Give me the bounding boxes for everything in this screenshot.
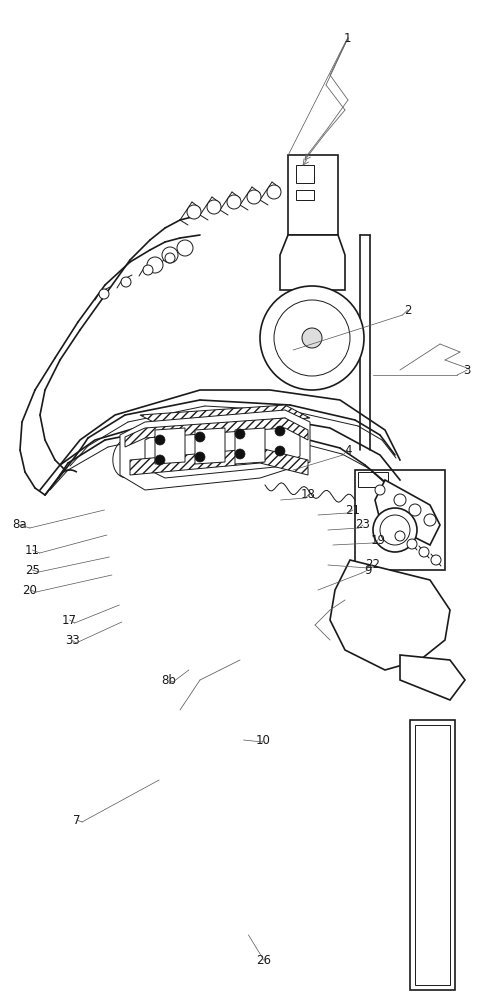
Polygon shape — [375, 480, 440, 545]
Polygon shape — [125, 418, 308, 447]
Circle shape — [207, 200, 221, 214]
Circle shape — [373, 508, 417, 552]
Circle shape — [431, 555, 441, 565]
Circle shape — [260, 286, 364, 390]
Circle shape — [424, 514, 436, 526]
Polygon shape — [140, 405, 310, 428]
Circle shape — [267, 185, 281, 199]
Polygon shape — [400, 655, 465, 700]
Polygon shape — [145, 418, 300, 478]
Text: 2: 2 — [404, 304, 412, 316]
Circle shape — [247, 190, 261, 204]
Bar — [296, 190, 314, 200]
Polygon shape — [130, 448, 308, 475]
Text: 17: 17 — [62, 613, 77, 626]
Circle shape — [419, 547, 429, 557]
Circle shape — [143, 265, 153, 275]
Text: 11: 11 — [25, 544, 40, 556]
Circle shape — [195, 452, 205, 462]
Circle shape — [274, 300, 350, 376]
Text: 4: 4 — [344, 444, 352, 456]
Circle shape — [155, 435, 165, 445]
Circle shape — [394, 494, 406, 506]
Circle shape — [275, 446, 285, 456]
Text: 20: 20 — [22, 584, 37, 596]
Circle shape — [302, 328, 322, 348]
Circle shape — [121, 277, 131, 287]
Circle shape — [162, 247, 178, 263]
Polygon shape — [120, 410, 310, 490]
Circle shape — [407, 539, 417, 549]
Circle shape — [409, 504, 421, 516]
Circle shape — [235, 429, 245, 439]
Circle shape — [187, 205, 201, 219]
Circle shape — [147, 257, 163, 273]
Text: 9: 9 — [364, 564, 372, 576]
Text: 3: 3 — [464, 363, 471, 376]
Circle shape — [155, 455, 165, 465]
Circle shape — [99, 289, 109, 299]
Bar — [410, 720, 455, 990]
Circle shape — [195, 432, 205, 442]
Text: 22: 22 — [365, 558, 380, 572]
Bar — [415, 725, 450, 985]
Circle shape — [275, 426, 285, 436]
Text: 7: 7 — [73, 814, 81, 826]
Text: 21: 21 — [345, 504, 360, 516]
Circle shape — [165, 253, 175, 263]
Text: 23: 23 — [355, 518, 370, 532]
Polygon shape — [195, 428, 225, 464]
Circle shape — [177, 240, 193, 256]
Polygon shape — [280, 235, 345, 290]
Bar — [296, 165, 314, 183]
Text: 18: 18 — [301, 488, 316, 502]
Bar — [288, 155, 338, 235]
Text: 19: 19 — [370, 534, 385, 546]
Polygon shape — [330, 560, 450, 670]
Bar — [358, 472, 388, 487]
Circle shape — [380, 515, 410, 545]
Text: 8b: 8b — [162, 674, 176, 686]
Text: 8a: 8a — [12, 518, 27, 532]
Text: 26: 26 — [256, 954, 271, 966]
Circle shape — [395, 531, 405, 541]
Bar — [355, 470, 445, 570]
Text: 25: 25 — [25, 564, 40, 576]
Circle shape — [375, 485, 385, 495]
Polygon shape — [140, 420, 310, 443]
Text: 1: 1 — [344, 31, 352, 44]
Circle shape — [235, 449, 245, 459]
Text: 33: 33 — [65, 634, 80, 647]
Text: 10: 10 — [256, 734, 271, 746]
Polygon shape — [155, 428, 185, 464]
Polygon shape — [235, 428, 265, 464]
Circle shape — [227, 195, 241, 209]
